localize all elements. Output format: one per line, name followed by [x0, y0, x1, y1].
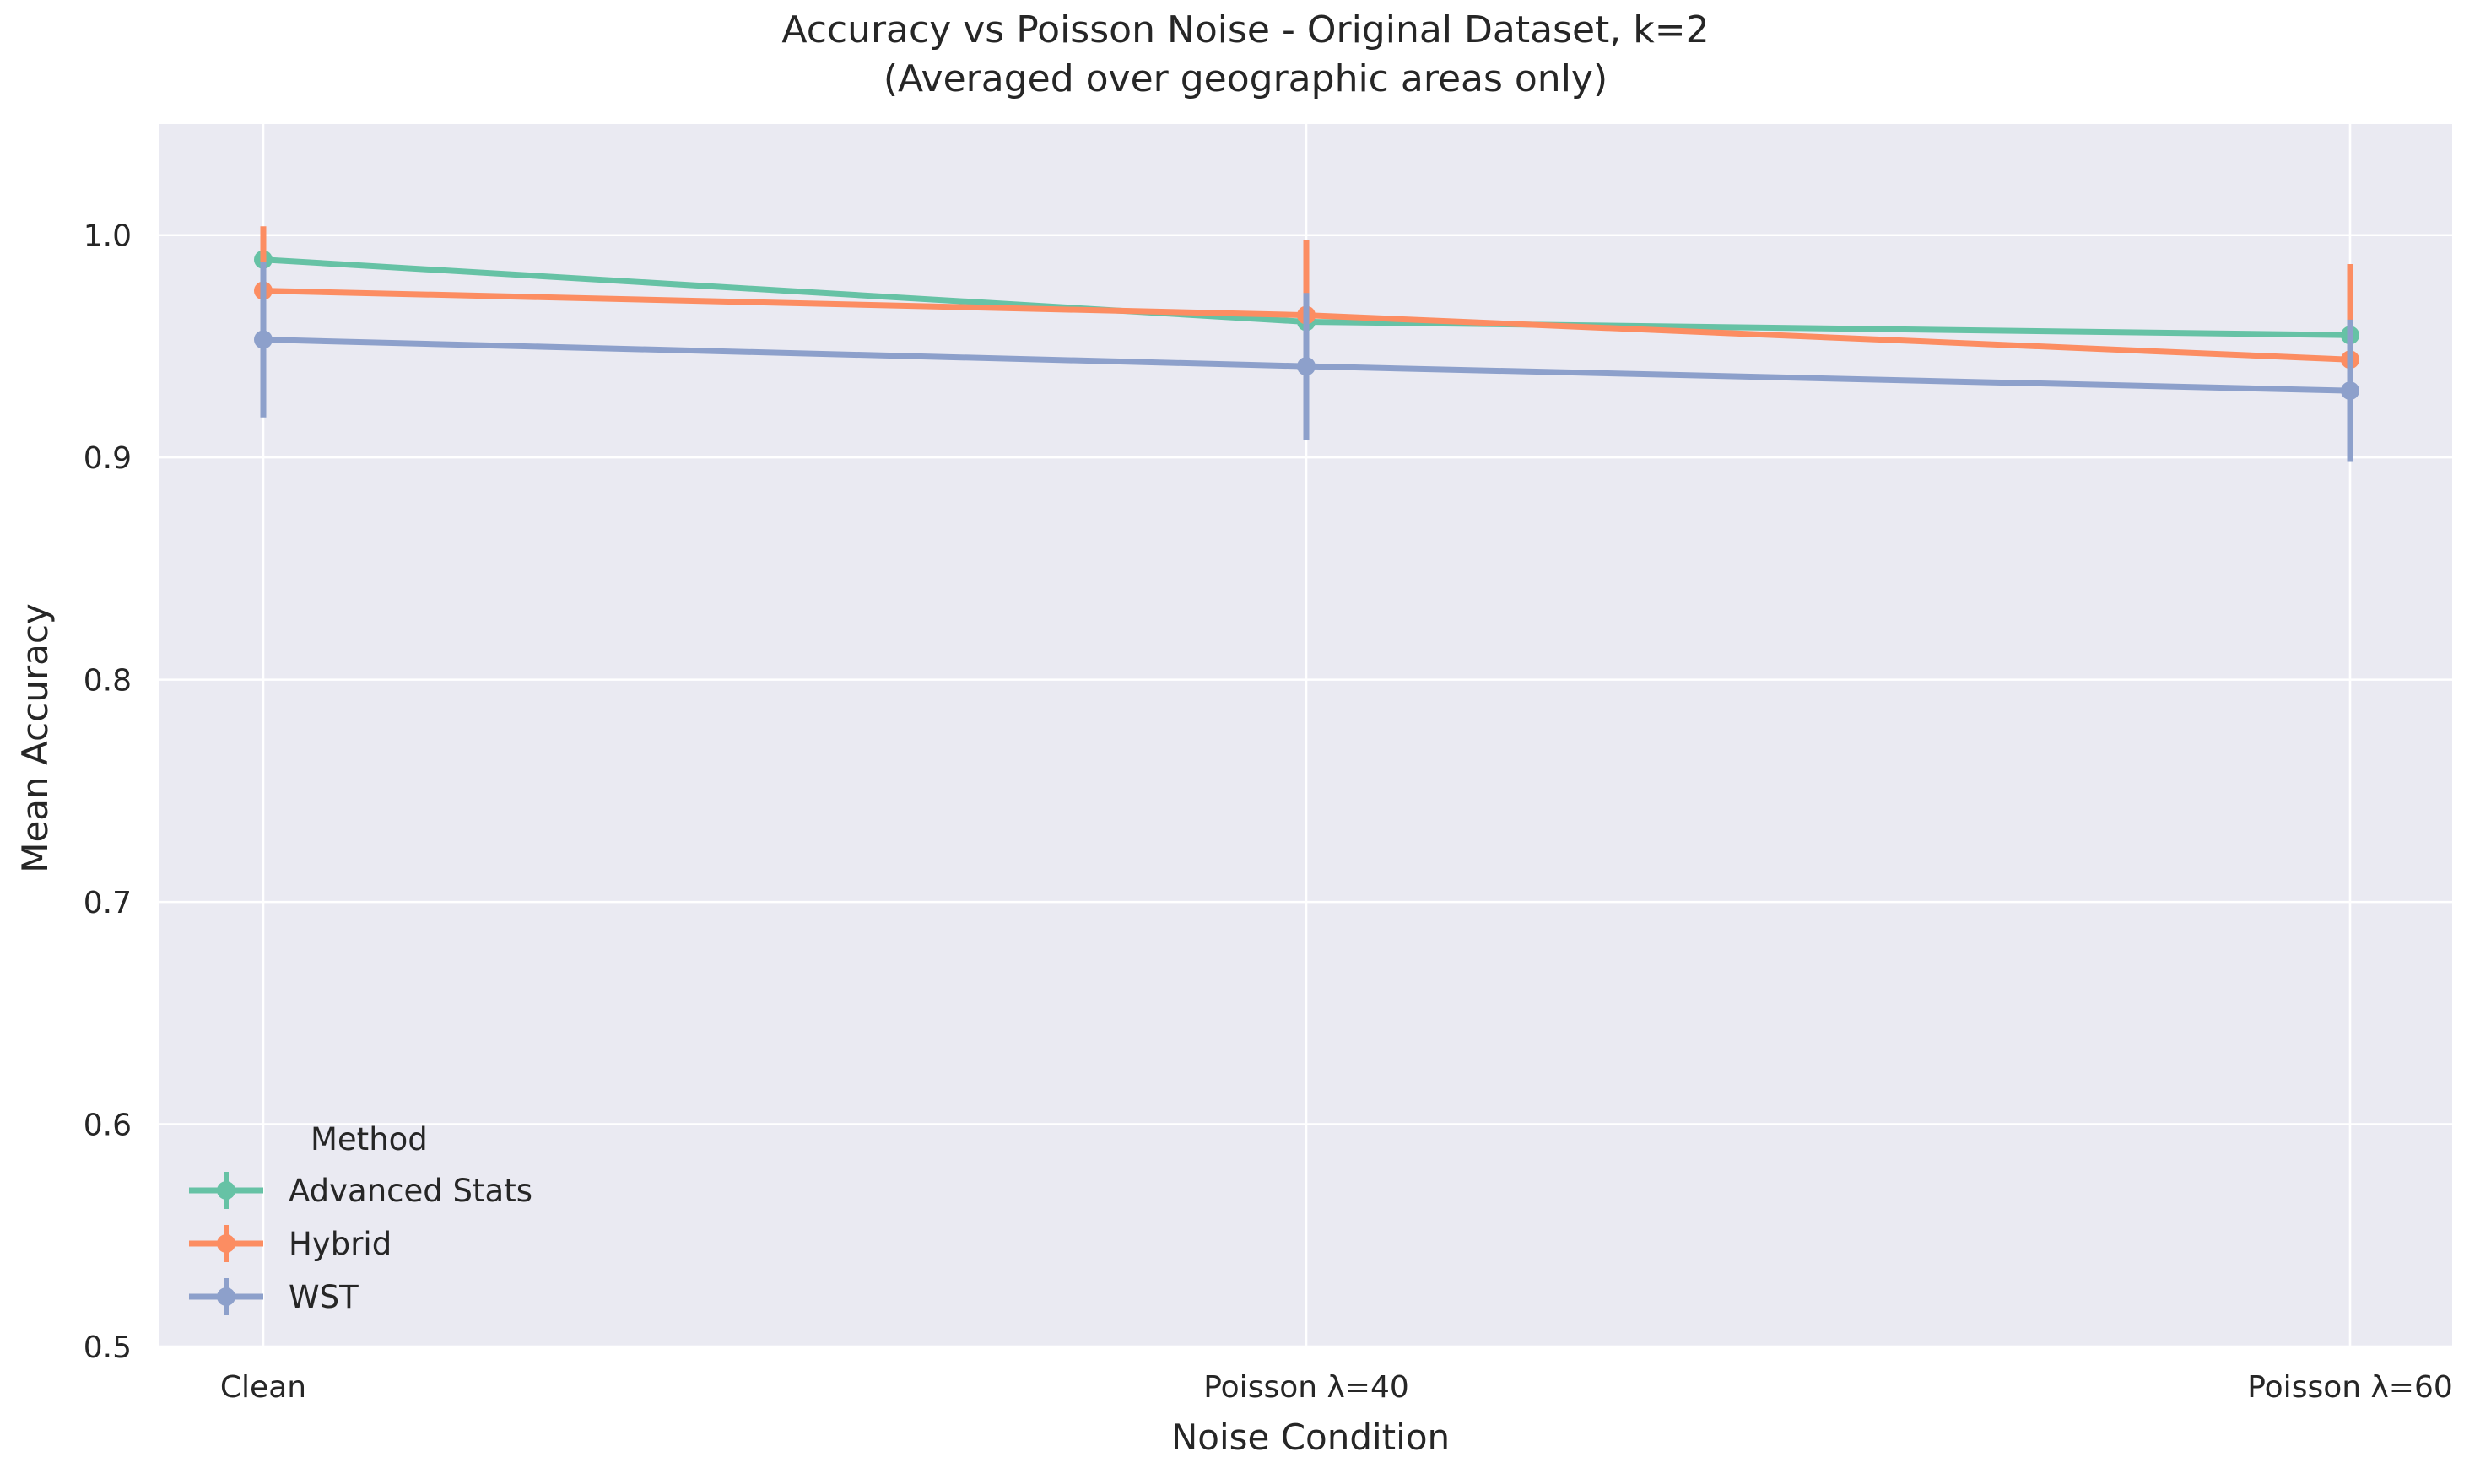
- legend-item: Hybrid: [189, 1225, 392, 1262]
- legend-swatch-marker: [217, 1287, 235, 1306]
- legend-label: Hybrid: [289, 1226, 392, 1262]
- x-tick-label: Poisson λ=40: [1203, 1370, 1409, 1405]
- chart-subtitle: (Averaged over geographic areas only): [883, 57, 1608, 100]
- legend-label: WST: [289, 1279, 359, 1315]
- legend-title: Method: [311, 1121, 428, 1158]
- y-axis-label: Mean Accuracy: [14, 603, 56, 873]
- y-tick-label: 0.8: [84, 664, 132, 699]
- x-tick-label: Poisson λ=60: [2247, 1370, 2453, 1405]
- y-tick-label: 0.6: [84, 1109, 132, 1143]
- y-tick-labels: 0.5 0.6 0.7 0.8 0.9 1.0: [84, 219, 132, 1365]
- y-tick-label: 0.9: [84, 441, 132, 476]
- series-layer: [254, 226, 2359, 462]
- legend-label: Advanced Stats: [289, 1173, 532, 1209]
- data-point: [2341, 381, 2359, 401]
- chart-title: Accuracy vs Poisson Noise - Original Dat…: [781, 8, 1709, 51]
- data-point: [254, 330, 273, 349]
- legend-swatch-marker: [217, 1234, 235, 1253]
- y-tick-label: 0.7: [84, 886, 132, 920]
- legend-item: Advanced Stats: [189, 1172, 532, 1209]
- y-tick-label: 1.0: [84, 219, 132, 254]
- legend: Method Advanced Stats Hybrid WST: [189, 1121, 532, 1315]
- series-wst: [254, 262, 2359, 462]
- data-point: [1297, 357, 1316, 376]
- legend-swatch-marker: [217, 1181, 235, 1200]
- x-tick-label: Clean: [220, 1370, 306, 1405]
- legend-item: WST: [189, 1278, 359, 1315]
- x-axis-label: Noise Condition: [1171, 1417, 1450, 1458]
- y-tick-label: 0.5: [84, 1330, 132, 1365]
- x-tick-labels: Clean Poisson λ=40 Poisson λ=60: [220, 1370, 2453, 1405]
